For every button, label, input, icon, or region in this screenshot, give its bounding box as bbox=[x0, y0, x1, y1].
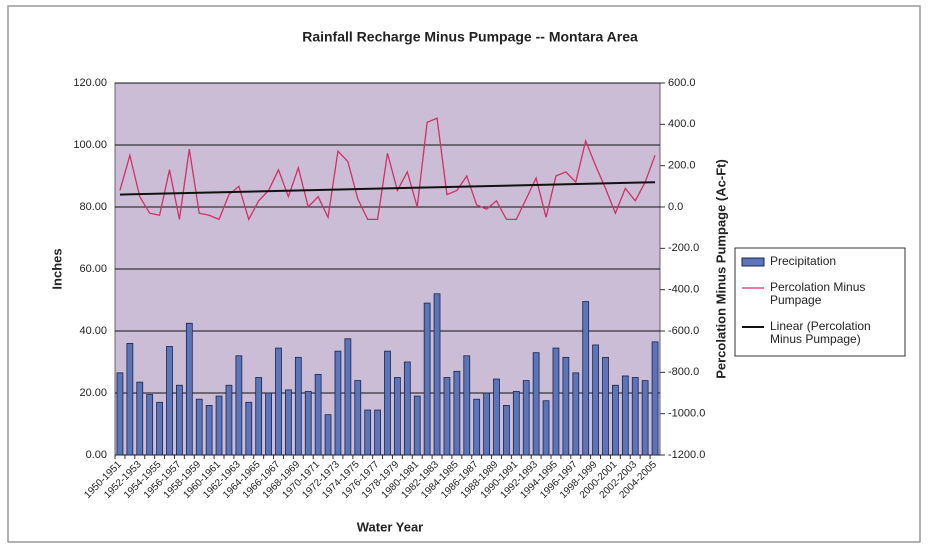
bar bbox=[195, 398, 203, 456]
bar bbox=[116, 372, 124, 456]
y2-tick-label: 600.0 bbox=[668, 77, 696, 89]
bar bbox=[621, 375, 629, 456]
bar bbox=[394, 377, 401, 456]
bar bbox=[225, 384, 233, 456]
bar bbox=[552, 347, 560, 456]
x-axis-title: Water Year bbox=[357, 519, 424, 534]
bar bbox=[542, 400, 550, 456]
bar bbox=[493, 378, 500, 456]
bar bbox=[532, 352, 540, 456]
bar bbox=[304, 391, 312, 456]
bar bbox=[146, 394, 154, 456]
y2-tick-label: 400.0 bbox=[668, 118, 696, 130]
y2-tick-label: -400.0 bbox=[668, 284, 699, 296]
y2-tick-label: 200.0 bbox=[668, 160, 696, 172]
y-axis-title: Inches bbox=[49, 248, 64, 289]
bar bbox=[582, 301, 590, 456]
bar bbox=[562, 356, 570, 456]
bar bbox=[344, 338, 352, 456]
legend-label: Percolation Minus Pumpage bbox=[770, 280, 865, 307]
y-tick-label: 60.00 bbox=[79, 263, 107, 275]
bar bbox=[364, 409, 372, 456]
chart-title: Rainfall Recharge Minus Pumpage -- Monta… bbox=[302, 29, 638, 45]
bar bbox=[443, 377, 451, 456]
bar bbox=[522, 380, 530, 456]
bar bbox=[453, 370, 461, 456]
bar bbox=[631, 377, 639, 456]
bar bbox=[384, 350, 391, 456]
bar bbox=[374, 409, 381, 456]
bar bbox=[136, 381, 144, 456]
bar bbox=[324, 414, 332, 456]
y2-tick-label: -200.0 bbox=[668, 242, 699, 254]
bar bbox=[433, 293, 441, 456]
y2-tick-label: -1200.0 bbox=[668, 449, 705, 461]
bar bbox=[265, 392, 272, 456]
y2-tick-label: -1000.0 bbox=[668, 408, 705, 420]
bar bbox=[403, 361, 411, 456]
y-tick-label: 100.00 bbox=[73, 139, 107, 151]
bar bbox=[334, 350, 342, 456]
bar bbox=[255, 377, 263, 456]
bar bbox=[156, 401, 163, 456]
y2-tick-label: -600.0 bbox=[668, 325, 699, 337]
y2-axis-title: Percolation Minus Pumpage (Ac-Ft) bbox=[713, 159, 728, 379]
legend-label: Linear (Percolation Minus Pumpage) bbox=[770, 319, 871, 346]
bar bbox=[413, 395, 421, 456]
bar bbox=[235, 355, 243, 456]
bar bbox=[205, 404, 213, 456]
bar bbox=[423, 302, 431, 456]
bar bbox=[245, 401, 253, 456]
bar bbox=[176, 384, 183, 456]
bar bbox=[503, 404, 510, 456]
bar bbox=[285, 389, 292, 456]
bar bbox=[612, 384, 619, 456]
bar bbox=[126, 342, 134, 456]
y-tick-label: 0.00 bbox=[86, 449, 107, 461]
y-tick-label: 20.00 bbox=[79, 387, 107, 399]
y2-tick-label: -800.0 bbox=[668, 366, 699, 378]
legend-label: Precipitation bbox=[770, 254, 836, 268]
bar bbox=[592, 344, 599, 456]
bar bbox=[215, 395, 223, 456]
bar bbox=[463, 355, 471, 456]
trend-line bbox=[119, 181, 656, 196]
y2-tick-label: 0.0 bbox=[668, 201, 683, 213]
bar bbox=[572, 372, 580, 456]
y-tick-label: 120.00 bbox=[73, 77, 107, 89]
bar bbox=[185, 322, 193, 456]
bar bbox=[483, 392, 490, 456]
y-tick-label: 80.00 bbox=[79, 201, 107, 213]
line bbox=[119, 117, 656, 222]
bar bbox=[294, 356, 302, 456]
bar bbox=[641, 380, 649, 456]
bar bbox=[512, 391, 520, 456]
bar bbox=[314, 373, 322, 456]
legend-swatch bbox=[741, 257, 765, 267]
bar bbox=[354, 380, 362, 456]
y-tick-label: 40.00 bbox=[79, 325, 107, 337]
bar bbox=[473, 398, 481, 456]
bar bbox=[166, 346, 173, 456]
bar bbox=[651, 341, 659, 456]
bar bbox=[602, 356, 609, 456]
bar bbox=[275, 347, 282, 456]
